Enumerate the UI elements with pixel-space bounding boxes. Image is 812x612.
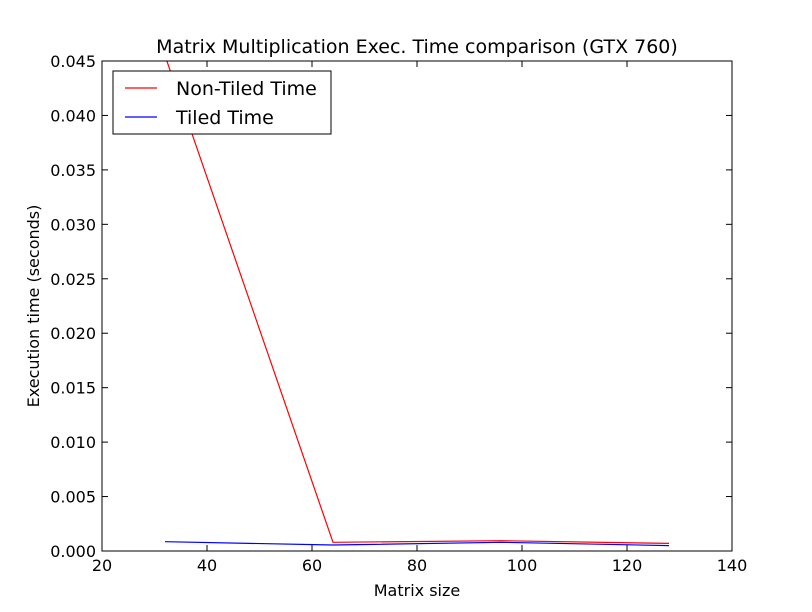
chart-title: Matrix Multiplication Exec. Time compari… [156,36,678,58]
legend: Non-Tiled Time Tiled Time [112,70,332,135]
x-tick-label: 140 [717,556,748,575]
x-axis-label: Matrix size [374,581,460,600]
y-axis-label: Execution time (seconds) [24,205,43,408]
x-axis: 20 40 60 80 100 120 140 [92,61,747,575]
y-tick-label: 0.015 [50,379,96,398]
x-tick-label: 120 [612,556,643,575]
y-tick-label: 0.030 [50,215,96,234]
x-tick-label: 40 [197,556,217,575]
x-tick-label: 60 [302,556,322,575]
y-tick-label: 0.045 [50,52,96,71]
x-tick-label: 20 [92,556,112,575]
x-tick-label: 80 [407,556,427,575]
legend-box [112,70,332,135]
legend-label-non-tiled-time: Non-Tiled Time [176,78,317,100]
y-tick-label: 0.035 [50,161,96,180]
y-tick-label: 0.020 [50,324,96,343]
x-tick-label: 100 [507,556,538,575]
y-tick-label: 0.000 [50,542,96,561]
legend-label-tiled-time: Tiled Time [175,107,274,129]
y-tick-label: 0.010 [50,433,96,452]
series-layer [164,61,670,547]
y-tick-label: 0.025 [50,270,96,289]
y-axis: 0.000 0.005 0.010 0.015 0.020 0.025 0.030 0.035… [50,52,732,561]
y-tick-label: 0.005 [50,488,96,507]
y-tick-label: 0.040 [50,106,96,125]
series-line-non-tiled-time [166,61,670,544]
series-line-tiled-time [164,541,670,547]
